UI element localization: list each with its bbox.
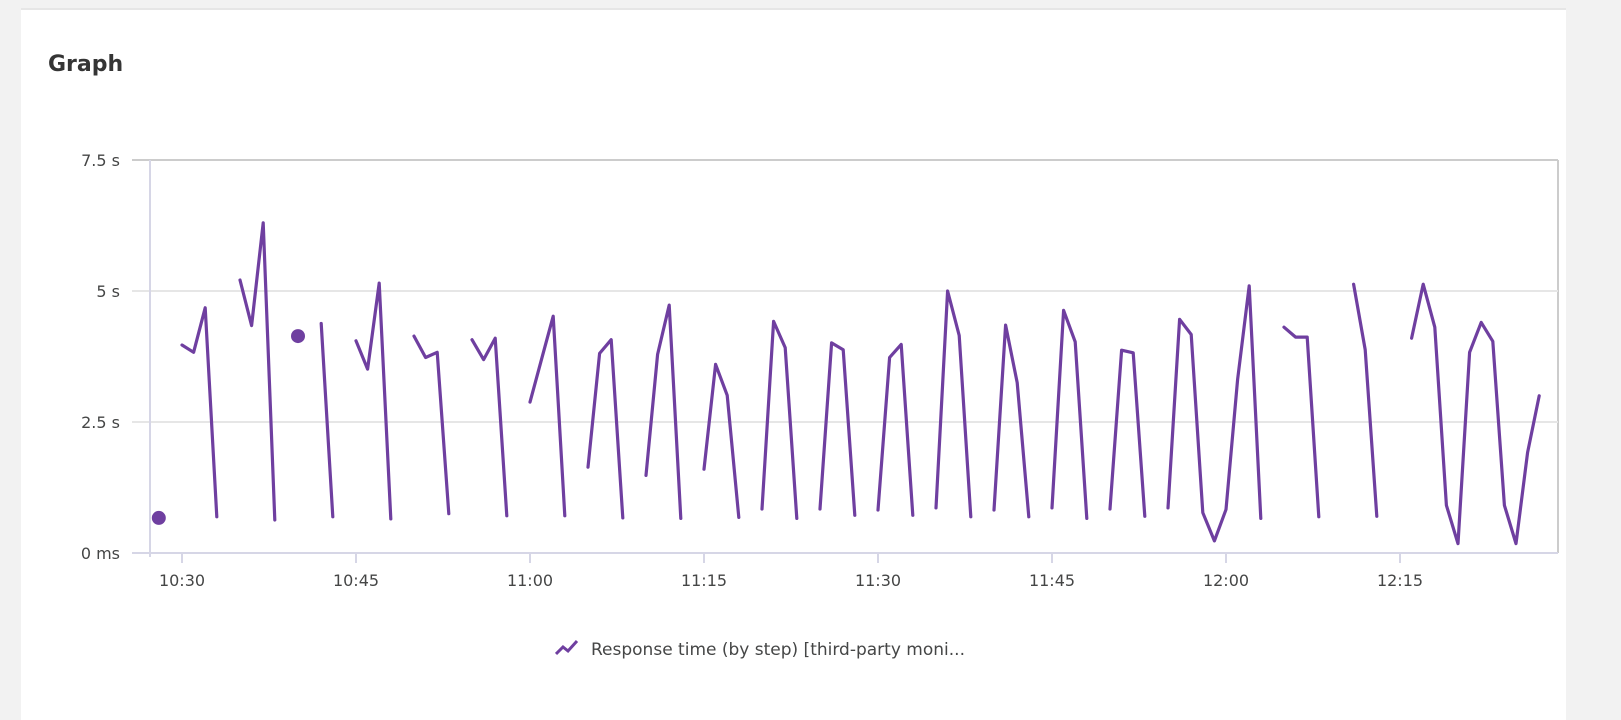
x-tick-label: 11:30 [855,571,901,590]
series-line-segment [238,221,277,522]
data-point [151,510,166,525]
series-line-segment [644,303,683,520]
x-tick-label: 12:00 [1203,571,1249,590]
x-tick-label: 11:45 [1029,571,1075,590]
series-line-segment [818,341,857,517]
chart-legend[interactable]: Response time (by step) [third-party mon… [554,638,965,661]
data-point [291,329,305,344]
series-line-segment [1108,348,1147,518]
x-tick-label: 10:30 [159,571,205,590]
series-line-segment [528,314,567,518]
series-line-segment [876,342,915,517]
y-tick-label: 2.5 s [81,413,120,432]
series-line-segment [470,336,509,518]
y-tick-label: 0 ms [81,544,120,563]
series-line-segment [319,321,335,519]
x-tick-label: 10:45 [333,571,379,590]
series-line-segment [1050,308,1089,520]
card-title: Graph [48,52,124,77]
series-line-segment [412,334,451,516]
series-line-segment [1282,325,1321,519]
series-line-segment [1352,282,1379,518]
y-tick-label: 7.5 s [81,151,120,170]
series-line-segment [992,323,1031,519]
series-line-segment [934,289,973,519]
line-chart-icon [554,638,579,661]
series-line-segment [1410,282,1541,546]
x-tick-label: 12:15 [1377,571,1423,590]
series-line-segment [586,338,625,520]
x-tick-label: 11:00 [507,571,553,590]
series-line-segment [760,319,799,520]
series-line-segment [354,281,393,521]
series-line-segment [1166,284,1263,543]
x-tick-label: 11:15 [681,571,727,590]
series-line-segment [180,306,219,519]
series-line-segment [702,362,741,519]
legend-label: Response time (by step) [third-party mon… [591,639,965,660]
y-tick-label: 5 s [96,282,120,301]
